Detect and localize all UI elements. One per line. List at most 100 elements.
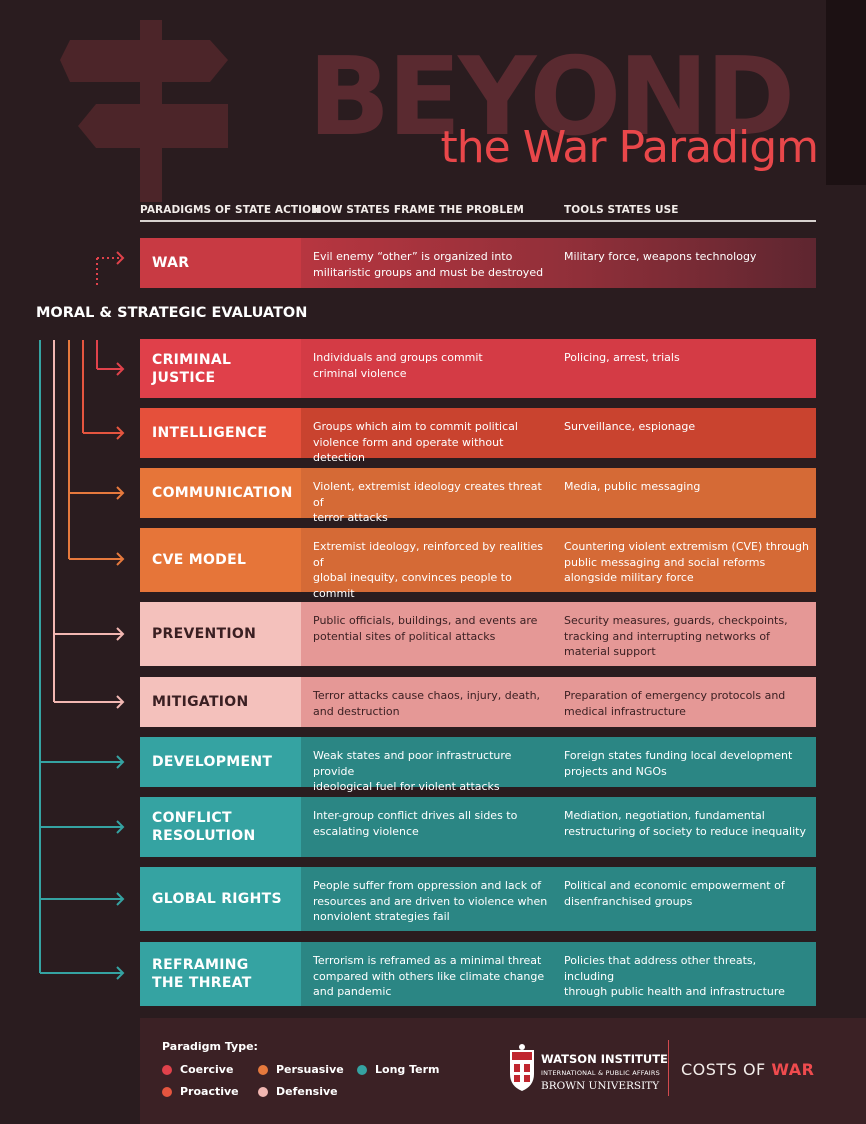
paradigm-row: PREVENTION Public officials, buildings, a… [140, 602, 816, 666]
paradigm-row: CVE MODEL Extremist ideology, reinforced … [140, 528, 816, 615]
paradigm-tools: Policies that address other threats, inc… [564, 954, 785, 998]
paradigm-name: CONFLICT RESOLUTION [140, 797, 301, 857]
title-beyond: BEYOND [308, 35, 795, 160]
paradigm-tools: Mediation, negotiation, fundamental rest… [564, 809, 806, 838]
paradigm-frame: Terrorism is reframed as a minimal threa… [313, 954, 545, 998]
paradigm-row: COMMUNICATION Violent, extremist ideology… [140, 468, 816, 524]
legend-title: Paradigm Type: [162, 1040, 258, 1053]
legend-dot-icon [357, 1064, 367, 1075]
footer: Paradigm Type: Coercive Persuasive Long … [140, 1018, 866, 1124]
evaluation-title: MORAL & STRATEGIC EVALUATON [36, 305, 308, 321]
war-row-frame: Evil enemy “other” is organized into mil… [313, 250, 544, 279]
paradigm-frame: Groups which aim to commit political vio… [313, 420, 518, 464]
paradigm-row: CRIMINAL JUSTICE Individuals and groups c… [140, 339, 816, 398]
paradigm-frame: Violent, extremist ideology creates thre… [313, 480, 542, 524]
paradigm-frame: Public officials, buildings, and events … [313, 614, 538, 643]
paradigm-body: Extremist ideology, reinforced by realit… [301, 528, 816, 615]
university-name: BROWN UNIVERSITY [541, 1080, 660, 1092]
paradigm-name: CRIMINAL JUSTICE [140, 339, 301, 398]
legend-item-persuasive: Persuasive [258, 1063, 344, 1076]
war-row-tools: Military force, weapons technology [564, 250, 757, 263]
paradigm-name: COMMUNICATION [140, 468, 301, 518]
legend-item-proactive: Proactive [162, 1085, 239, 1098]
arrow-right-icon [116, 966, 125, 980]
header-rule [140, 220, 816, 222]
paradigm-body: Individuals and groups commit criminal v… [301, 339, 816, 398]
paradigm-name: GLOBAL RIGHTS [140, 867, 301, 931]
paradigm-frame: Terror attacks cause chaos, injury, deat… [313, 689, 541, 718]
paradigm-row: MITIGATION Terror attacks cause chaos, in… [140, 677, 816, 727]
arrow-right-icon [116, 892, 125, 906]
paradigm-tools: Foreign states funding local development… [564, 749, 793, 778]
arrow-right-icon [116, 362, 125, 376]
costs-of-war-brand: COSTS OF WAR [681, 1060, 814, 1079]
brand-plain: COSTS OF [681, 1060, 772, 1079]
arrow-right-icon [116, 695, 125, 709]
legend-label: Defensive [276, 1085, 338, 1098]
arrow-right-icon [116, 486, 125, 500]
legend-label: Proactive [180, 1085, 239, 1098]
watson-institute-logo: WATSON INSTITUTE INTERNATIONAL & PUBLIC … [508, 1042, 668, 1098]
paradigm-name: REFRAMING THE THREAT [140, 942, 301, 1006]
war-row: WAR Evil enemy “other” is organized into… [140, 238, 816, 288]
paradigm-tools: Policing, arrest, trials [564, 351, 680, 364]
paradigm-row: INTELLIGENCE Groups which aim to commit p… [140, 408, 816, 464]
legend-dot-icon [258, 1064, 268, 1075]
paradigm-tools: Preparation of emergency protocols and m… [564, 689, 786, 718]
column-header-tools: TOOLS STATES USE [564, 204, 679, 216]
institute-name: WATSON INSTITUTE [541, 1052, 668, 1066]
legend-dot-icon [162, 1086, 172, 1097]
paradigm-tools: Surveillance, espionage [564, 420, 696, 433]
paradigm-tools: Media, public messaging [564, 480, 701, 493]
paradigm-row: CONFLICT RESOLUTION Inter-group conflict … [140, 797, 816, 857]
paradigm-row: GLOBAL RIGHTS People suffer from oppressi… [140, 867, 816, 931]
paradigm-frame: Inter-group conflict drives all sides to… [313, 809, 518, 838]
brand-accent: WAR [771, 1060, 815, 1079]
column-header-frame: HOW STATES FRAME THE PROBLEM [313, 204, 524, 216]
arrow-right-icon [116, 820, 125, 834]
legend-label: Coercive [180, 1063, 234, 1076]
paradigm-body: Terror attacks cause chaos, injury, deat… [301, 677, 816, 727]
legend-label: Persuasive [276, 1063, 344, 1076]
signpost-icon [60, 20, 228, 202]
paradigm-body: Weak states and poor infrastructure prov… [301, 737, 816, 793]
footer-divider [668, 1040, 669, 1096]
arrow-right-icon [116, 552, 125, 566]
legend-item-defensive: Defensive [258, 1085, 338, 1098]
war-row-name: WAR [140, 238, 301, 288]
paradigm-body: People suffer from oppression and lack o… [301, 867, 816, 931]
paradigm-name: CVE MODEL [140, 528, 301, 592]
paradigm-tools: Political and economic empowerment of di… [564, 879, 785, 908]
paradigm-tools: Security measures, guards, checkpoints, … [564, 614, 788, 658]
column-header-paradigm: PARADIGMS OF STATE ACTION [140, 204, 321, 216]
paradigm-body: Public officials, buildings, and events … [301, 602, 816, 666]
paradigm-name: MITIGATION [140, 677, 301, 727]
shield-icon [510, 1044, 534, 1091]
paradigm-frame: Individuals and groups commit criminal v… [313, 351, 483, 380]
legend-dot-icon [162, 1064, 172, 1075]
legend-label: Long Term [375, 1063, 440, 1076]
paradigm-name: DEVELOPMENT [140, 737, 301, 787]
arrow-right-icon [116, 426, 125, 440]
legend-dot-icon [258, 1086, 268, 1097]
paradigm-row: REFRAMING THE THREAT Terrorism is reframe… [140, 942, 816, 1006]
institute-subtitle: INTERNATIONAL & PUBLIC AFFAIRS [541, 1069, 660, 1077]
war-row-body: Evil enemy “other” is organized into mil… [301, 238, 816, 288]
paradigm-body: Terrorism is reframed as a minimal threa… [301, 942, 816, 1006]
legend-item-coercive: Coercive [162, 1063, 233, 1076]
paradigm-name: PREVENTION [140, 602, 301, 666]
paradigm-frame: People suffer from oppression and lack o… [313, 879, 548, 923]
paradigm-frame: Weak states and poor infrastructure prov… [313, 749, 512, 793]
arrow-right-icon [116, 627, 125, 641]
corner-strip [826, 0, 866, 185]
arrow-right-icon [116, 251, 125, 265]
paradigm-body: Violent, extremist ideology creates thre… [301, 468, 816, 524]
paradigm-body: Inter-group conflict drives all sides to… [301, 797, 816, 857]
arrow-right-icon [116, 755, 125, 769]
paradigm-row: DEVELOPMENT Weak states and poor infrastr… [140, 737, 816, 793]
title-subtitle: the War Paradigm [440, 122, 819, 173]
legend-item-long-term: Long Term [357, 1063, 440, 1076]
paradigm-name: INTELLIGENCE [140, 408, 301, 458]
